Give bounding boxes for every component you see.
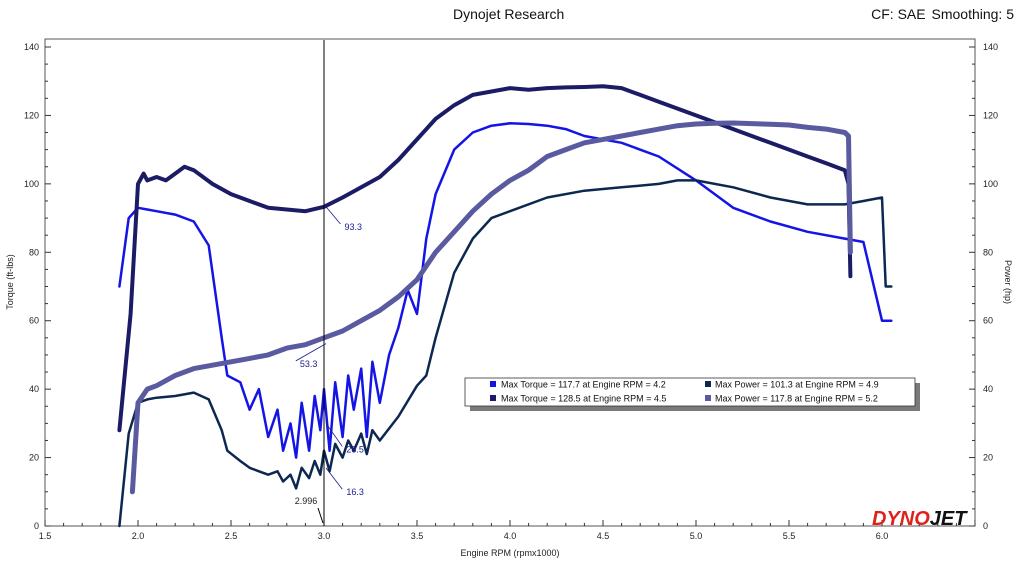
legend-entry-0: Max Torque = 117.7 at Engine RPM = 4.2: [501, 380, 666, 390]
rpm-cursor-label: 2.996: [295, 496, 318, 506]
y-right-tick-label: 40: [983, 384, 993, 394]
annotation-pointer: [295, 343, 327, 362]
x-tick-label: 5.0: [690, 531, 703, 541]
y-right-tick-label: 20: [983, 453, 993, 463]
legend-swatch-0: [490, 381, 496, 387]
x-tick-label: 4.0: [504, 531, 517, 541]
logo-text-dark: JET: [930, 508, 968, 530]
y-right-tick-label: 140: [983, 42, 998, 52]
series-line-3: [129, 120, 853, 495]
annotation-pointer: [325, 206, 341, 225]
y-left-tick-label: 0: [34, 521, 39, 531]
correction-factor-info: CF: SAE Smoothing: 5: [869, 6, 1014, 22]
y-left-tick-label: 100: [24, 179, 39, 189]
legend-entry-2: Max Torque = 128.5 at Engine RPM = 4.5: [501, 394, 666, 404]
x-tick-label: 4.5: [597, 531, 610, 541]
x-tick-label: 2.5: [225, 531, 238, 541]
annotation-pointer: [325, 423, 343, 447]
y-right-tick-label: 0: [983, 521, 988, 531]
x-tick-label: 5.5: [783, 531, 796, 541]
y-left-tick-label: 140: [24, 42, 39, 52]
legend-swatch-1: [705, 381, 711, 387]
x-tick-label: 6.0: [876, 531, 889, 541]
x-tick-label: 2.0: [132, 531, 145, 541]
annotation-label: 93.3: [344, 222, 362, 232]
y-right-tick-label: 120: [983, 110, 998, 120]
annotation-label: 16.3: [346, 487, 364, 497]
y-axis-right-ticks: 0 20 40 60 80 100 120 140: [969, 42, 998, 531]
series-line-0: [118, 122, 893, 459]
cf-label: CF: SAE: [871, 6, 926, 22]
y-left-tick-label: 20: [29, 453, 39, 463]
chart-title: Dynojet Research: [453, 6, 565, 22]
x-axis-label: Engine RPM (rpmx1000): [460, 548, 559, 558]
y-right-tick-label: 80: [983, 247, 993, 257]
series-line-1: [117, 84, 853, 433]
legend-swatch-2: [490, 395, 496, 401]
cursor-pointer: [317, 507, 324, 524]
y-right-tick-label: 60: [983, 316, 993, 326]
smoothing-label: Smoothing: 5: [931, 6, 1015, 22]
logo-text-red: DYNO: [872, 508, 930, 530]
dynojet-logo: DYNOJET: [872, 508, 968, 530]
legend-entry-1: Max Power = 101.3 at Engine RPM = 4.9: [715, 380, 879, 390]
legend: Max Torque = 117.7 at Engine RPM = 4.2 M…: [464, 377, 920, 411]
legend-swatch-3: [705, 395, 711, 401]
series-layer: [117, 84, 893, 528]
x-axis-ticks: 1.5 2.0 2.5 3.0 3.5 4.0 4.5 5.0 5.5 6.0: [39, 520, 976, 541]
y-right-tick-label: 100: [983, 179, 998, 189]
y-left-tick-label: 40: [29, 384, 39, 394]
y-axis-left-ticks: 0 20 40 60 80 100 120 140: [24, 42, 51, 531]
x-tick-label: 3.0: [318, 531, 331, 541]
y-axis-left-label: Torque (ft-lbs): [5, 254, 15, 310]
annotation-layer: 93.3 53.3 28.5 16.3: [295, 206, 364, 524]
svg-text:DYNOJET: DYNOJET: [872, 508, 968, 530]
series-line-2: [118, 179, 893, 528]
y-axis-right-label: Power (hp): [1003, 260, 1013, 304]
y-left-tick-label: 80: [29, 247, 39, 257]
x-tick-label: 1.5: [39, 531, 52, 541]
annotation-pointer: [325, 467, 343, 490]
legend-entry-3: Max Power = 117.8 at Engine RPM = 5.2: [715, 394, 878, 404]
legend-box: [464, 377, 916, 407]
plot-area: [44, 38, 976, 527]
annotation-label: 53.3: [300, 359, 318, 369]
x-tick-label: 3.5: [411, 531, 424, 541]
y-left-tick-label: 120: [24, 110, 39, 120]
annotation-label: 28.5: [346, 444, 364, 454]
y-left-tick-label: 60: [29, 316, 39, 326]
